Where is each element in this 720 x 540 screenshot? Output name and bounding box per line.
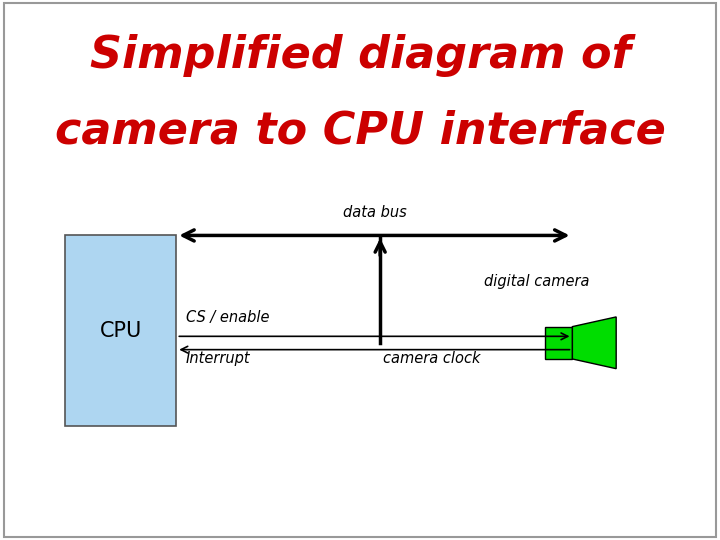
Text: CPU: CPU <box>99 321 142 341</box>
Text: CS / enable: CS / enable <box>186 310 269 325</box>
Polygon shape <box>572 317 616 369</box>
Text: data bus: data bus <box>343 205 406 220</box>
Bar <box>65 235 176 426</box>
Text: Interrupt: Interrupt <box>186 351 251 366</box>
Text: camera clock: camera clock <box>383 351 481 366</box>
Text: Simplified diagram of: Simplified diagram of <box>89 34 631 77</box>
Bar <box>545 327 572 359</box>
Text: camera to CPU interface: camera to CPU interface <box>55 109 665 152</box>
Text: digital camera: digital camera <box>484 274 589 289</box>
